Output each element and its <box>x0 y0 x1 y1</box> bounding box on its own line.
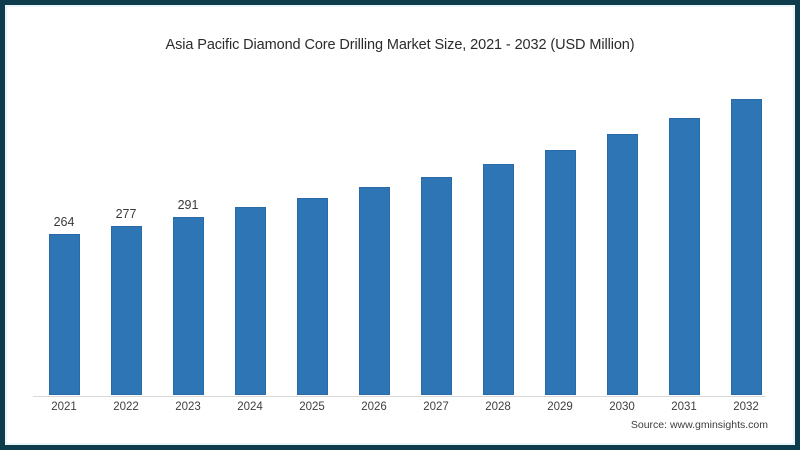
bar-slot <box>715 77 777 395</box>
bar-value-label: 264 <box>53 214 75 229</box>
x-axis-tick-2027: 2027 <box>423 401 449 413</box>
bar-slot <box>219 77 281 395</box>
bar[interactable] <box>172 217 204 395</box>
bar-slot: 277 <box>95 77 157 395</box>
x-axis-tick-2032: 2032 <box>733 401 759 413</box>
bar[interactable] <box>234 207 266 395</box>
source-attribution: Source: www.gminsights.com <box>630 419 768 431</box>
x-axis-tick-2023: 2023 <box>175 401 201 413</box>
x-axis-tick-2025: 2025 <box>299 401 325 413</box>
bar[interactable] <box>358 187 390 395</box>
bar-slot <box>343 77 405 395</box>
bar[interactable] <box>296 198 328 395</box>
bar-slot <box>281 77 343 395</box>
bar[interactable] <box>48 234 80 395</box>
x-axis-tick-2022: 2022 <box>113 401 139 413</box>
chart-title: Asia Pacific Diamond Core Drilling Marke… <box>165 37 635 53</box>
bar-slot <box>529 77 591 395</box>
bar-slot: 291 <box>157 77 219 395</box>
x-axis-tick-2031: 2031 <box>671 401 697 413</box>
bar-value-label: 277 <box>115 206 137 221</box>
bar-slot <box>467 77 529 395</box>
bar[interactable] <box>606 134 638 395</box>
x-axis-tick-2028: 2028 <box>485 401 511 413</box>
bar[interactable] <box>544 150 576 395</box>
bar[interactable] <box>110 226 142 395</box>
bar[interactable] <box>730 99 762 395</box>
chart-plate: Asia Pacific Diamond Core Drilling Marke… <box>7 7 793 443</box>
bar-slot: 264 <box>33 77 95 395</box>
bar-slot <box>591 77 653 395</box>
bar[interactable] <box>668 118 700 395</box>
x-axis-tick-2024: 2024 <box>237 401 263 413</box>
bar-value-label: 291 <box>177 197 199 212</box>
x-axis-tick-labels: 2021 2022 2023 2024 2025 2026 2027 2028 2029 2030… <box>33 401 777 413</box>
bar-slot <box>405 77 467 395</box>
x-axis-tick-2030: 2030 <box>609 401 635 413</box>
x-axis-tick-2026: 2026 <box>361 401 387 413</box>
x-axis-tick-2029: 2029 <box>547 401 573 413</box>
plot-area: 264 277 291 <box>33 77 777 395</box>
x-axis-line <box>33 396 765 397</box>
bar-slot <box>653 77 715 395</box>
x-axis-tick-2021: 2021 <box>51 401 77 413</box>
bar[interactable] <box>420 177 452 395</box>
bar-series: 264 277 291 <box>33 77 777 395</box>
bar[interactable] <box>482 164 514 395</box>
